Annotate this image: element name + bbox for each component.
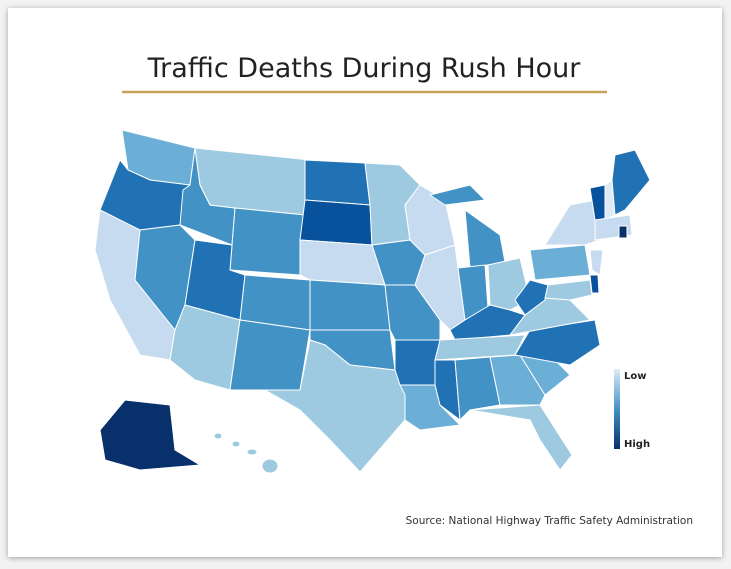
state <box>194 147 311 216</box>
legend-gradient <box>614 369 620 449</box>
state <box>261 458 279 474</box>
state <box>169 304 241 391</box>
state <box>589 274 600 294</box>
state <box>246 448 258 456</box>
state <box>529 244 591 281</box>
title: Traffic Deaths During Rush Hour <box>147 53 582 84</box>
state <box>514 319 601 366</box>
state <box>469 404 573 471</box>
state <box>99 399 202 471</box>
state <box>544 279 593 301</box>
state <box>229 319 311 391</box>
state <box>544 199 601 246</box>
state <box>454 356 501 422</box>
state <box>213 432 223 440</box>
state <box>589 249 604 276</box>
state <box>299 199 373 246</box>
source: Source: National Highway Traffic Safety … <box>406 515 693 527</box>
state <box>618 225 628 239</box>
state <box>611 149 651 216</box>
legend-high: High <box>624 439 650 450</box>
state <box>394 339 441 386</box>
state <box>304 159 371 206</box>
state <box>464 208 506 269</box>
state <box>309 279 391 331</box>
legend-low: Low <box>624 371 646 382</box>
state <box>434 359 461 422</box>
us-map <box>94 129 651 474</box>
state <box>428 184 487 206</box>
state <box>231 440 241 448</box>
state <box>229 207 306 276</box>
